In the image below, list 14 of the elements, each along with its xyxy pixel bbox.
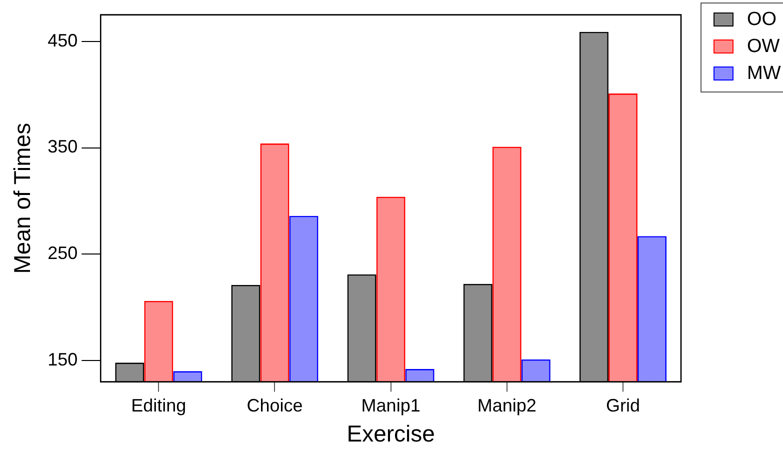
y-tick-label: 250 — [48, 243, 78, 264]
legend-label: OO — [747, 9, 777, 30]
x-tick-label: Manip2 — [477, 396, 536, 416]
x-tick-label: Editing — [131, 396, 186, 416]
y-tick-label: 350 — [48, 136, 78, 157]
legend-label: OW — [747, 36, 780, 58]
x-axis-title: Exercise — [346, 420, 435, 447]
legend-label: MW — [747, 63, 781, 84]
y-tick-label: 150 — [48, 349, 78, 370]
x-tick-label: Manip1 — [361, 396, 420, 416]
y-axis-title: Mean of Times — [9, 122, 36, 274]
y-tick-label: 450 — [48, 30, 78, 50]
x-tick-label: Grid — [606, 396, 640, 416]
x-tick-label: Choice — [246, 396, 303, 416]
